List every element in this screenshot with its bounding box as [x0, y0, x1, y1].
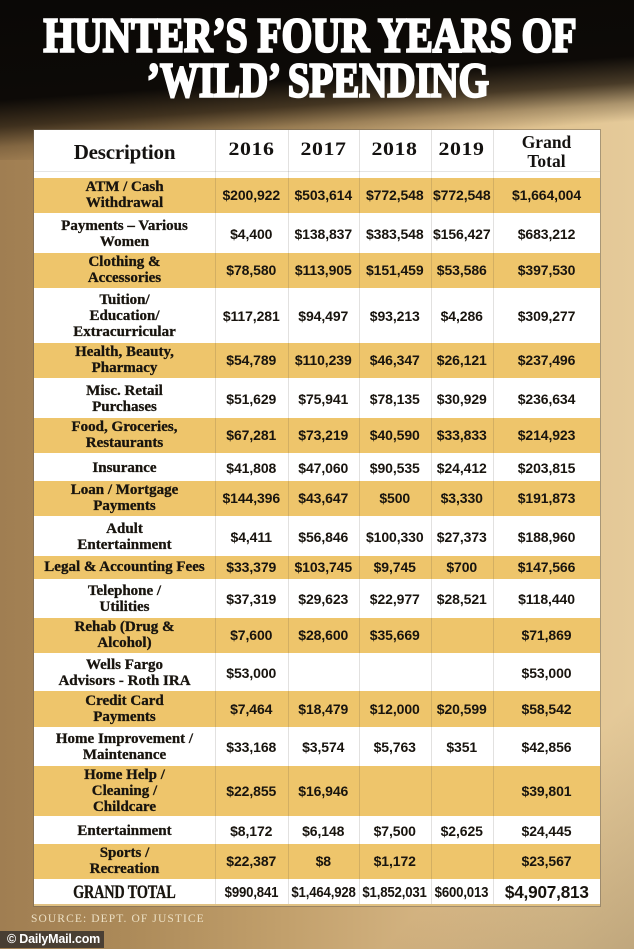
svg-text:’WILD’ SPENDING: ’WILD’ SPENDING	[147, 53, 489, 108]
svg-text:HUNTER’S FOUR YEARS OF: HUNTER’S FOUR YEARS OF	[44, 8, 577, 63]
